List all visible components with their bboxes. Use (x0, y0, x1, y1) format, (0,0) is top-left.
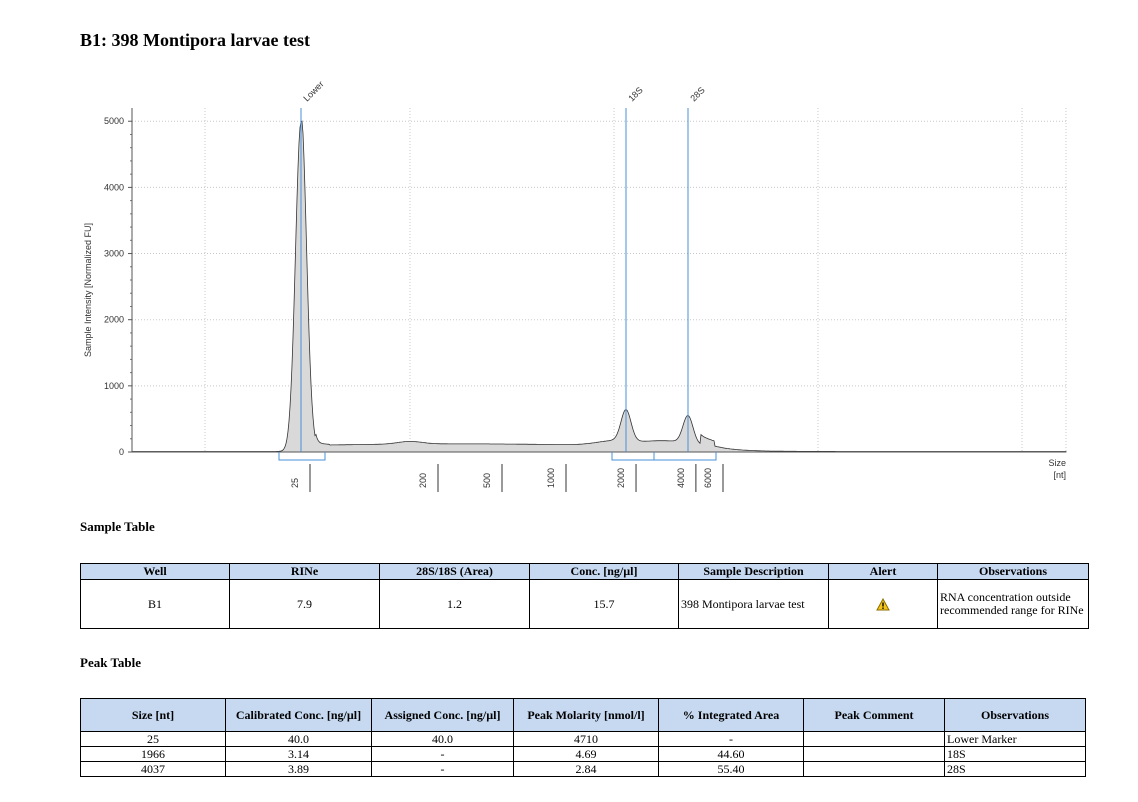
warning-icon (876, 597, 890, 611)
col-header-assigned-conc: Assigned Conc. [ng/µl] (371, 698, 514, 732)
y-tick-label: 2000 (104, 315, 124, 325)
x-tick-label: 2000 (616, 468, 626, 488)
peak-marker-label: 28S (688, 85, 706, 103)
chart-grid (132, 108, 1067, 453)
y-axis-label: Sample Intensity [Normalized FU] (83, 223, 93, 357)
integration-bracket (653, 452, 717, 461)
peak-markers: Lower 18S 28S (278, 79, 717, 461)
trace-area-path (131, 120, 1067, 453)
peak-comment-cell (803, 761, 945, 777)
y-tick-label: 1000 (104, 381, 124, 391)
table-row: 25 40.0 40.0 4710 - Lower Marker (80, 731, 1086, 747)
y-tick-label: 0 (119, 447, 124, 457)
sample-table-title: Sample Table (80, 519, 155, 534)
observations-cell: 18S (944, 746, 1086, 762)
observations-cell: 28S (944, 761, 1086, 777)
y-tick-label: 3000 (104, 249, 124, 259)
integrated-area-cell: - (658, 731, 804, 747)
col-header-alert: Alert (828, 563, 938, 580)
sample-table: Well RINe 28S/18S (Area) Conc. [ng/µl] S… (80, 563, 1089, 629)
peak-comment-cell (803, 731, 945, 747)
assigned-conc-cell: - (371, 761, 514, 777)
col-header-observations: Observations (937, 563, 1089, 580)
col-header-integrated-area: % Integrated Area (658, 698, 804, 732)
col-header-rine: RINe (229, 563, 380, 580)
y-tick-label: 4000 (104, 182, 124, 192)
x-tick-label: 500 (482, 473, 492, 488)
peak-marker-label: Lower (301, 79, 325, 103)
integration-bracket (278, 452, 326, 461)
peak-molarity-cell: 4.69 (513, 746, 659, 762)
peak-comment-cell (803, 746, 945, 762)
electropherogram-chart: 0 1000 2000 3000 4000 5000 25 200 500 1000 2000 400… (83, 79, 1067, 492)
col-header-observations: Observations (944, 698, 1086, 732)
size-cell: 1966 (80, 746, 226, 762)
peak-table: Size [nt] Calibrated Conc. [ng/µl] Assig… (80, 698, 1086, 777)
chart-axes: 0 1000 2000 3000 4000 5000 25 200 500 1000 2000 400… (104, 108, 1066, 492)
page-title: B1: 398 Montipora larvae test (80, 30, 310, 50)
integrated-area-cell: 44.60 (658, 746, 804, 762)
x-tick-label: 4000 (676, 468, 686, 488)
observations-cell: RNA concentration outside recommended ra… (937, 579, 1089, 629)
alert-cell (828, 579, 938, 629)
table-row: B1 7.9 1.2 15.7 398 Montipora larvae tes… (80, 579, 1089, 629)
size-cell: 4037 (80, 761, 226, 777)
conc-cell: 15.7 (529, 579, 679, 629)
peak-table-header: Size [nt] Calibrated Conc. [ng/µl] Assig… (80, 698, 1086, 732)
x-tick-label: 200 (418, 473, 428, 488)
peak-molarity-cell: 4710 (513, 731, 659, 747)
table-row: 1966 3.14 - 4.69 44.60 18S (80, 746, 1086, 762)
integration-bracket (611, 452, 655, 461)
integrated-area-cell: 55.40 (658, 761, 804, 777)
col-header-ratio: 28S/18S (Area) (379, 563, 530, 580)
sample-table-header: Well RINe 28S/18S (Area) Conc. [ng/µl] S… (80, 563, 1089, 580)
x-axis-label-line1: Size (1048, 458, 1066, 468)
table-row: 4037 3.89 - 2.84 55.40 28S (80, 761, 1086, 777)
y-tick-label: 5000 (104, 116, 124, 126)
size-cell: 25 (80, 731, 226, 747)
col-header-conc: Conc. [ng/µl] (529, 563, 679, 580)
col-header-peak-comment: Peak Comment (803, 698, 945, 732)
calibrated-conc-cell: 40.0 (225, 731, 372, 747)
x-tick-label: 1000 (546, 468, 556, 488)
x-tick-label: 6000 (703, 468, 713, 488)
col-header-well: Well (80, 563, 230, 580)
peak-table-title: Peak Table (80, 655, 142, 670)
well-cell: B1 (80, 579, 230, 629)
observations-cell: Lower Marker (944, 731, 1086, 747)
calibrated-conc-cell: 3.14 (225, 746, 372, 762)
x-tick-label: 25 (290, 478, 300, 488)
chart-trace-area (131, 120, 1067, 453)
rine-cell: 7.9 (229, 579, 380, 629)
calibrated-conc-cell: 3.89 (225, 761, 372, 777)
assigned-conc-cell: 40.0 (371, 731, 514, 747)
description-cell: 398 Montipora larvae test (678, 579, 829, 629)
col-header-description: Sample Description (678, 563, 829, 580)
col-header-peak-molarity: Peak Molarity [nmol/l] (513, 698, 659, 732)
peak-molarity-cell: 2.84 (513, 761, 659, 777)
col-header-size: Size [nt] (80, 698, 226, 732)
ratio-cell: 1.2 (379, 579, 530, 629)
x-axis-label-line2: [nt] (1053, 470, 1066, 480)
col-header-calibrated-conc: Calibrated Conc. [ng/µl] (225, 698, 372, 732)
peak-marker-label: 18S (626, 85, 644, 103)
assigned-conc-cell: - (371, 746, 514, 762)
